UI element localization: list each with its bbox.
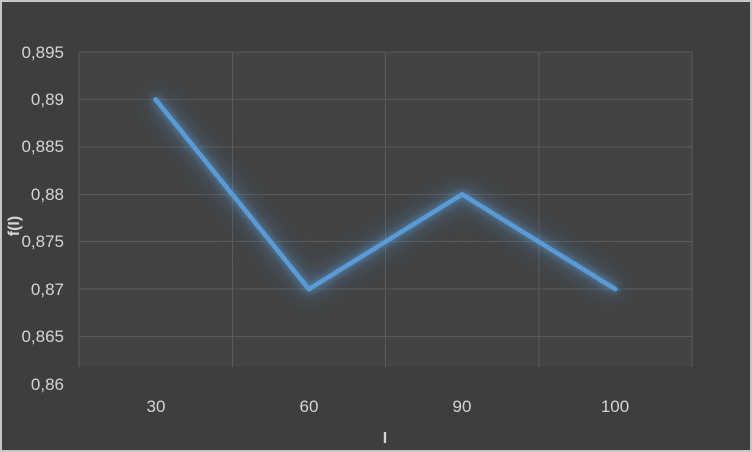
x-tick-label: 60 [299, 397, 319, 416]
y-tick-label: 0,89 [30, 90, 64, 109]
x-tick-label: 30 [146, 397, 166, 416]
series-group [153, 97, 618, 292]
y-axis-title: f(I) [6, 215, 23, 237]
y-tick-label: 0,86 [30, 375, 64, 394]
gridlines [78, 51, 693, 367]
x-tick-label: 90 [452, 397, 472, 416]
y-tick-label: 0,88 [30, 185, 64, 204]
y-tick-label: 0,87 [30, 280, 64, 299]
y-tick-label: 0,865 [21, 327, 64, 346]
y-tick-label: 0,885 [21, 137, 64, 156]
series-line-f(I) [153, 97, 618, 292]
x-axis-title: I [382, 430, 388, 447]
y-tick-label: 0,895 [21, 43, 64, 62]
x-tick-label: 100 [600, 397, 630, 416]
y-tick-label: 0,875 [21, 232, 64, 251]
